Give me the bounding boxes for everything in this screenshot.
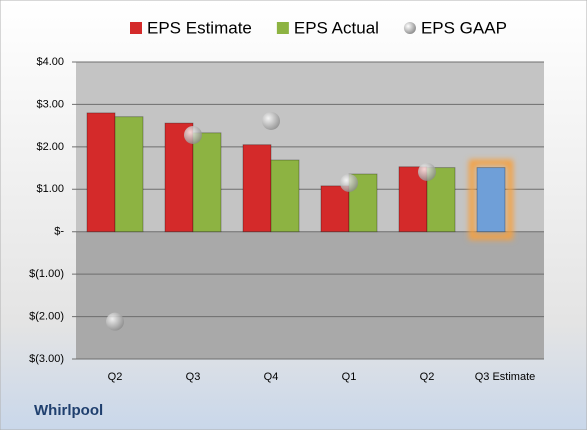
x-tick-label: Q3 Estimate (475, 371, 536, 383)
bar (192, 132, 222, 233)
bar (320, 185, 350, 233)
y-tick-label: $3.00 (36, 98, 64, 110)
highlight-glow (469, 159, 513, 240)
x-tick-label: Q3 (186, 371, 201, 383)
legend-label: EPS Estimate (147, 18, 252, 37)
y-tick-label: $(3.00) (29, 353, 64, 365)
bar (270, 159, 300, 233)
bar (114, 116, 144, 233)
gaap-marker (418, 162, 436, 181)
bar (476, 167, 506, 233)
y-tick-label: $4.00 (36, 56, 64, 68)
x-tick-label: Q4 (264, 371, 279, 383)
gaap-marker (184, 125, 202, 144)
x-tick-label: Q1 (342, 371, 357, 383)
plot-area-negative (76, 231, 544, 359)
gaap-marker (340, 173, 358, 192)
gaap-marker (262, 111, 280, 130)
bar (242, 144, 272, 233)
y-tick-label: $2.00 (36, 141, 64, 153)
x-tick-label: Q2 (108, 371, 123, 383)
legend-label: EPS Actual (294, 18, 379, 37)
legend-marker (130, 22, 142, 34)
x-tick-label: Q2 (420, 371, 435, 383)
legend-marker (403, 22, 416, 34)
legend-label: EPS GAAP (421, 18, 507, 37)
bar (86, 112, 116, 233)
gaap-marker (106, 312, 124, 331)
chart-title: Whirlpool (34, 402, 103, 419)
legend-marker (276, 22, 289, 34)
y-tick-label: $(2.00) (29, 310, 64, 322)
y-tick-label: $(1.00) (29, 268, 64, 280)
y-tick-label: $1.00 (36, 183, 64, 195)
y-tick-label: $- (54, 226, 64, 238)
